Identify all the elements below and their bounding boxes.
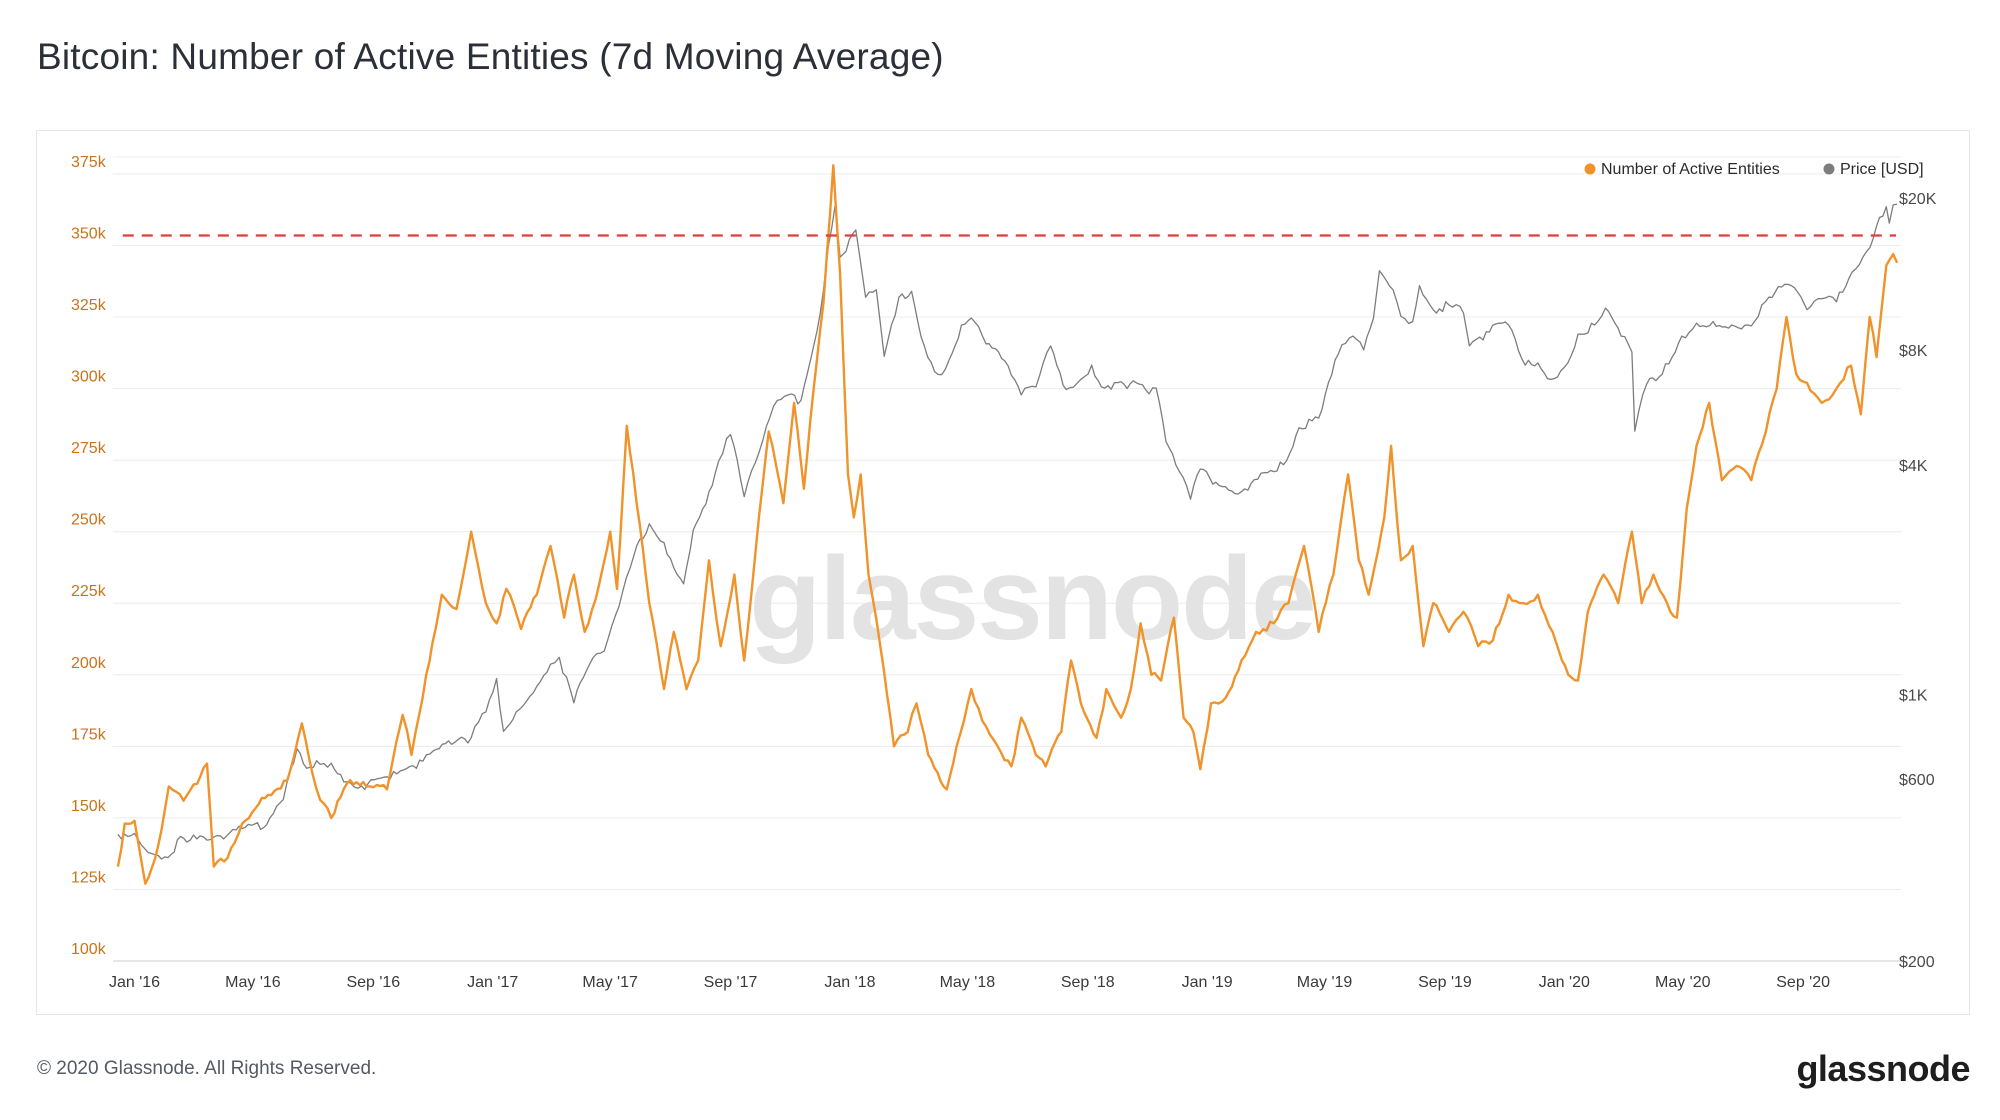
left-axis-tick-label: 225k [71, 583, 107, 600]
legend-entities-marker [1584, 163, 1596, 175]
x-axis-tick-label: Jan '17 [467, 974, 518, 991]
active-entities-chart: 100k 125k 150k 175k 200k 225k 250k 275k 300k 325k… [71, 154, 1937, 991]
x-axis-tick-label: Jan '18 [824, 974, 875, 991]
left-axis-tick-label: 100k [71, 941, 107, 958]
x-axis-tick-label: Jan '20 [1539, 974, 1590, 991]
x-axis-tick-label: May '19 [1297, 974, 1353, 991]
right-axis-tick-label: $200 [1899, 954, 1935, 971]
legend-price-label[interactable]: Price [USD] [1840, 161, 1924, 178]
x-axis-tick-label: May '17 [582, 974, 638, 991]
right-axis-tick-label: $4K [1899, 458, 1928, 475]
right-axis-tick-label: $1K [1899, 687, 1928, 704]
glassnode-logo: glassnode [1796, 1048, 1970, 1089]
active-entities-line [116, 164, 1899, 885]
x-axis-tick-label: Sep '16 [346, 974, 400, 991]
left-axis-tick-label: 350k [71, 225, 107, 242]
chart-panel: 100k 125k 150k 175k 200k 225k 250k 275k 300k 325k… [36, 130, 1970, 1015]
left-axis-tick-label: 275k [71, 440, 107, 457]
left-axis-tick-label: 150k [71, 798, 107, 815]
left-axis-tick-label: 300k [71, 369, 107, 386]
x-axis-tick-label: Sep '19 [1418, 974, 1472, 991]
page-title: Bitcoin: Number of Active Entities (7d M… [37, 36, 944, 77]
left-axis-tick-label: 375k [71, 154, 107, 171]
left-axis-tick-label: 250k [71, 512, 107, 529]
x-axis-tick-label: May '16 [225, 974, 281, 991]
legend-entities-label[interactable]: Number of Active Entities [1601, 161, 1780, 178]
x-axis-tick-label: Sep '17 [704, 974, 758, 991]
x-axis-tick-label: Sep '18 [1061, 974, 1115, 991]
left-axis-tick-label: 175k [71, 726, 107, 743]
right-axis-tick-label: $600 [1899, 772, 1935, 789]
glassnode-watermark: glassnode [749, 533, 1315, 665]
x-axis-tick-label: Jan '16 [109, 974, 160, 991]
x-axis-tick-label: May '18 [940, 974, 996, 991]
left-axis-tick-label: 125k [71, 869, 107, 886]
x-axis-tick-label: Sep '20 [1776, 974, 1830, 991]
price-usd-line [117, 203, 1898, 860]
legend-price-marker [1823, 163, 1835, 175]
x-axis-tick-label: Jan '19 [1182, 974, 1233, 991]
x-axis-tick-label: May '20 [1655, 974, 1711, 991]
left-axis-tick-label: 325k [71, 297, 107, 314]
right-axis-tick-label: $8K [1899, 343, 1928, 360]
left-axis-tick-label: 200k [71, 655, 107, 672]
right-axis-tick-label: $20K [1899, 191, 1937, 208]
copyright-notice: © 2020 Glassnode. All Rights Reserved. [37, 1058, 377, 1079]
